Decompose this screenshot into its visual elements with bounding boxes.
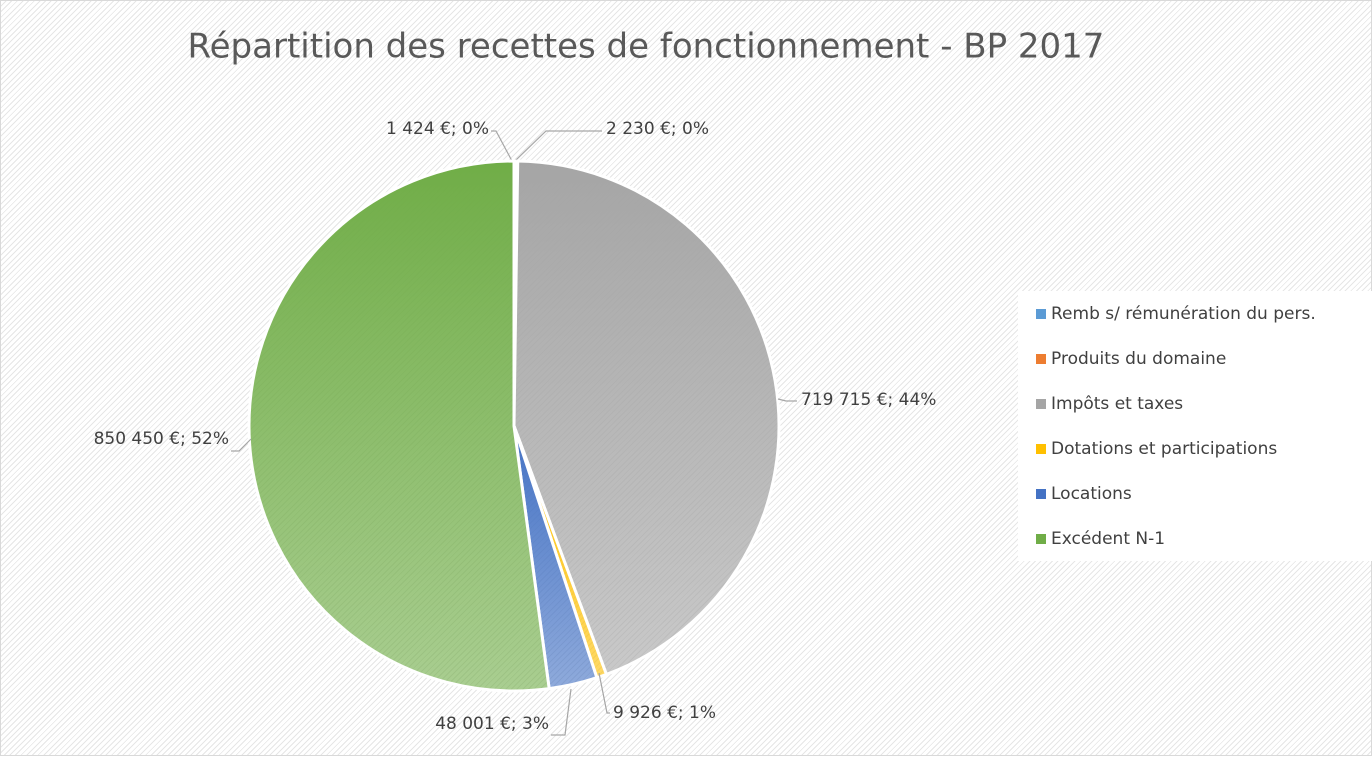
data-label: 850 450 €; 52% bbox=[94, 429, 229, 449]
legend-swatch bbox=[1036, 534, 1046, 544]
legend-swatch bbox=[1036, 309, 1046, 319]
legend-label: Remb s/ rémunération du pers. bbox=[1051, 304, 1316, 324]
data-label: 1 424 €; 0% bbox=[386, 119, 489, 139]
leader-line bbox=[777, 398, 797, 402]
data-label: 48 001 €; 3% bbox=[435, 714, 549, 734]
legend-label: Locations bbox=[1051, 484, 1132, 504]
legend-swatch bbox=[1036, 354, 1046, 364]
legend-label: Dotations et participations bbox=[1051, 439, 1277, 459]
leader-line bbox=[231, 438, 252, 452]
data-label: 719 715 €; 44% bbox=[801, 390, 936, 410]
legend-label: Impôts et taxes bbox=[1051, 394, 1183, 414]
legend-label: Excédent N-1 bbox=[1051, 529, 1165, 549]
data-label: 2 230 €; 0% bbox=[606, 119, 709, 139]
legend-label: Produits du domaine bbox=[1051, 349, 1226, 369]
leader-line bbox=[551, 688, 572, 736]
legend-swatch bbox=[1036, 489, 1046, 499]
leader-line bbox=[598, 672, 610, 714]
pie-slice bbox=[512, 159, 781, 677]
legend-swatch bbox=[1036, 444, 1046, 454]
chart-title: Répartition des recettes de fonctionneme… bbox=[188, 27, 1105, 67]
legend-box bbox=[1018, 291, 1372, 561]
pie-slice bbox=[247, 159, 551, 693]
leader-line bbox=[515, 130, 602, 161]
legend-swatch bbox=[1036, 399, 1046, 409]
data-label: 9 926 €; 1% bbox=[613, 703, 716, 723]
leader-line bbox=[491, 130, 513, 162]
